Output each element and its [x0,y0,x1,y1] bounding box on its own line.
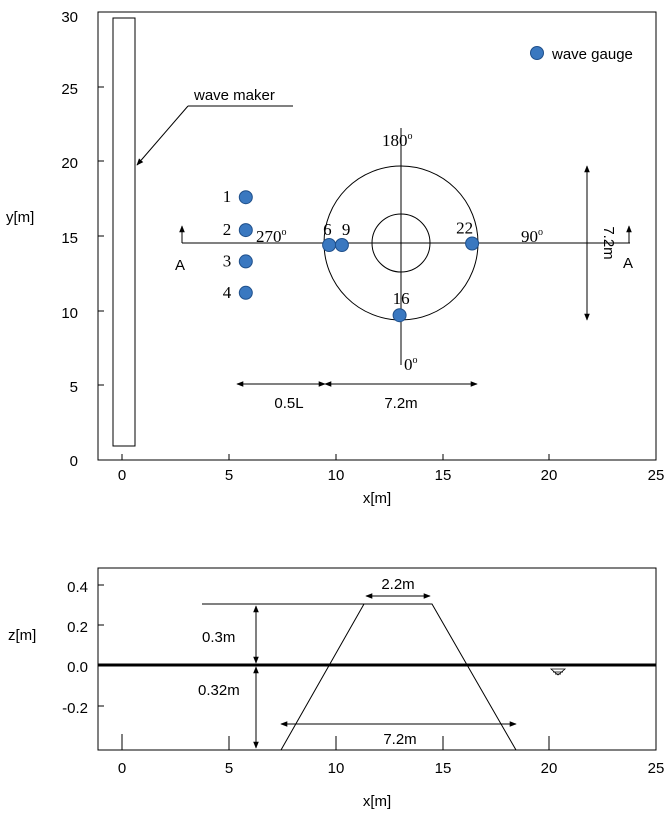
dim-height-label: 0.3m [202,629,235,646]
water-level-symbol [549,668,567,676]
angle-180: 180o [382,131,413,150]
section-frame [97,567,657,751]
wave-gauge-4 [238,285,253,300]
dim-half-wavelength-label: 0.5L [274,395,303,412]
wave-maker-label: wave maker [193,87,275,104]
dim-depth-label: 0.32m [198,682,240,699]
section-xtick-0: 0 [118,760,126,777]
wave-gauge-1 [238,190,253,205]
section-xtick-10: 10 [328,760,345,777]
wave-maker-arrow [136,105,189,166]
angle-270: 270o [256,227,287,246]
plan-ytick-10: 10 [61,305,78,322]
wave-gauge-6 [322,238,337,252]
plan-y-axis: 30 25 20 15 10 5 0 y[m] [6,9,104,470]
legend-gauge-marker [530,46,544,60]
plan-xtick-10: 10 [328,467,345,484]
plan-ytick-0: 0 [70,453,78,470]
wave-gauge-label-1: 1 [223,187,232,206]
section-ytick-0.4: 0.4 [67,579,88,596]
plan-xtick-5: 5 [225,467,233,484]
wave-maker [112,17,136,447]
wave-gauge-label-2: 2 [223,220,232,239]
plan-ylabel: y[m] [6,209,34,226]
plan-xtick-20: 20 [541,467,558,484]
angle-0: 0o [404,355,418,374]
wave-gauge-label-16: 16 [393,289,410,308]
plan-xlabel: x[m] [363,490,391,507]
angle-90: 90o [521,227,543,246]
plan-xtick-15: 15 [435,467,452,484]
dim-top-width-label: 2.2m [381,576,414,593]
plan-ytick-25: 25 [61,81,78,98]
wave-gauge-22 [465,236,480,251]
section-xtick-5: 5 [225,760,233,777]
gauge-layer: 1 2 3 4 6 9 16 22 [223,187,480,323]
wave-gauge-label-9: 9 [342,220,351,239]
wave-gauge-label-6: 6 [323,220,332,239]
section-xtick-20: 20 [541,760,558,777]
wave-gauge-3 [238,254,253,269]
legend-label: wave gauge [551,46,633,63]
dim-base-label: 7.2m [383,731,416,748]
plan-xtick-0: 0 [118,467,126,484]
section-xtick-15: 15 [435,760,452,777]
plan-view: 30 25 20 15 10 5 0 y[m] 0 5 10 15 20 25 … [6,9,664,507]
plan-ytick-30: 30 [61,9,78,26]
plan-ytick-15: 15 [61,230,78,247]
dim-diameter-label: 7.2m [384,395,417,412]
dim-vertical-label: 7.2m [600,226,617,259]
wave-gauge-9 [334,238,349,252]
plan-ytick-5: 5 [70,379,78,396]
section-xtick-25: 25 [648,760,665,777]
section-ytick-0.0: 0.0 [67,659,88,676]
plan-x-axis: 0 5 10 15 20 25 x[m] [118,454,665,507]
plan-xtick-25: 25 [648,467,665,484]
section-ylabel: z[m] [8,627,36,644]
wave-gauge-label-22: 22 [456,219,473,238]
section-ytick-0.2: 0.2 [67,619,88,636]
plan-ytick-20: 20 [61,155,78,172]
wave-gauge-2 [238,223,253,238]
wave-gauge-label-4: 4 [223,283,232,302]
section-xlabel: x[m] [363,793,391,810]
section-view: 0.4 0.2 0.0 -0.2 z[m] 0 5 10 15 20 25 x[… [8,567,665,810]
wave-gauge-label-3: 3 [223,251,232,270]
island-profile [280,603,517,751]
section-label-right: A [623,255,633,272]
section-ytick-neg0.2: -0.2 [62,700,88,717]
section-label-left: A [175,257,185,274]
wave-gauge-16 [392,308,407,323]
